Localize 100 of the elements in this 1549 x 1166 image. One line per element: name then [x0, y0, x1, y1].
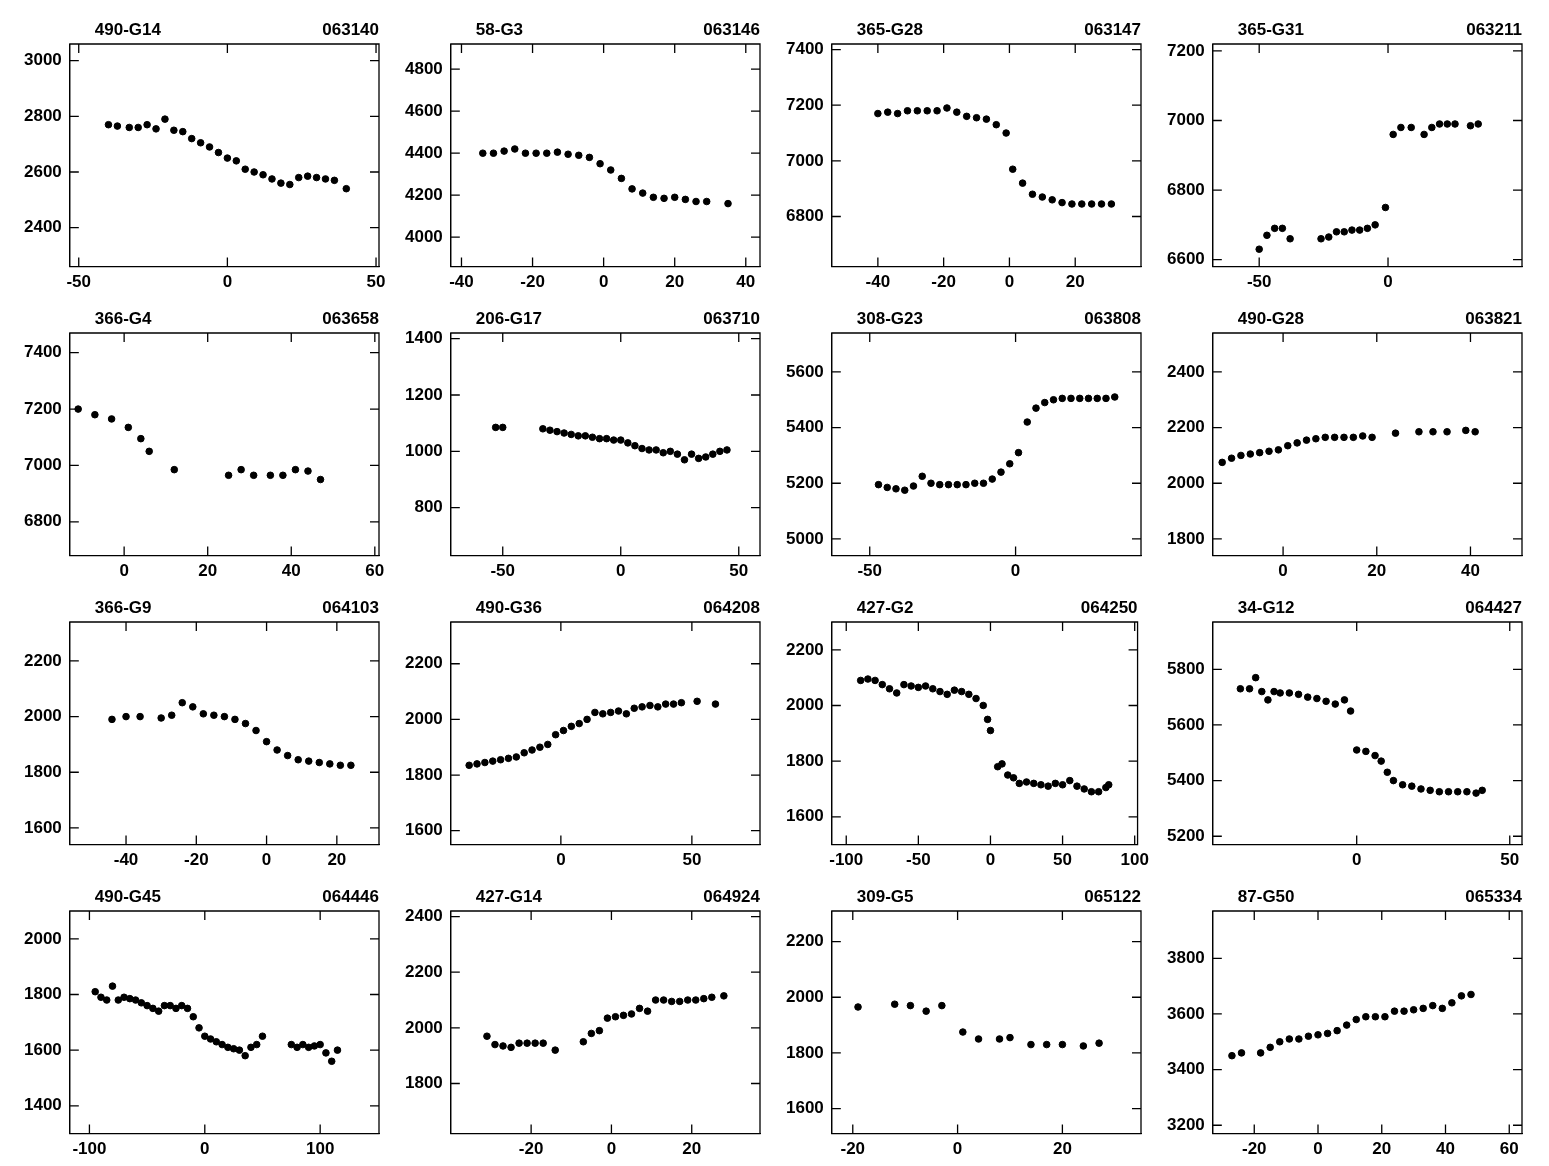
point [1022, 778, 1031, 786]
point [921, 682, 930, 690]
point [74, 405, 82, 413]
point [187, 134, 196, 143]
y-tick-label: 3800 [1166, 947, 1205, 967]
point [512, 753, 521, 761]
point [167, 711, 176, 720]
point [974, 1035, 983, 1043]
x-tick-label: -100 [72, 1139, 107, 1159]
point [953, 480, 962, 489]
point [1381, 1012, 1389, 1021]
point [1285, 689, 1294, 697]
point [659, 448, 668, 457]
x-tick-label: 0 [261, 850, 272, 870]
x-tick-label: 20 [1372, 1139, 1392, 1159]
point [587, 1029, 596, 1038]
x-tick-label: 20 [1052, 1139, 1072, 1159]
point [702, 197, 711, 206]
point [170, 465, 179, 474]
point [235, 1046, 244, 1054]
point [856, 676, 865, 685]
y-tick-label: 2400 [1166, 361, 1205, 381]
point [992, 120, 1001, 129]
point [1067, 394, 1075, 403]
chart-title: 366-G9 [94, 598, 152, 618]
chart-title: 490-G36 [475, 598, 542, 618]
point [252, 726, 260, 735]
point [624, 439, 632, 447]
point [1295, 1035, 1303, 1043]
point [279, 471, 287, 480]
x-tick-label: 0 [222, 272, 233, 292]
point [598, 710, 607, 718]
x-tick-label: 0 [1351, 850, 1362, 870]
y-tick-label: 1600 [23, 817, 62, 837]
point [1352, 1015, 1361, 1024]
point [617, 174, 626, 183]
point [134, 123, 142, 132]
point [694, 454, 703, 463]
point [553, 148, 562, 156]
point [874, 480, 883, 489]
point [183, 1004, 192, 1013]
point [1426, 786, 1434, 795]
point [259, 170, 267, 179]
point [137, 434, 145, 443]
point [1390, 1007, 1399, 1015]
point [551, 1046, 560, 1054]
y-tick-label: 4000 [404, 226, 443, 246]
point [1227, 454, 1236, 463]
point [928, 684, 937, 693]
chart-title: 490-G14 [94, 20, 162, 40]
point [481, 758, 489, 767]
point [965, 690, 973, 699]
y-tick-label: 7400 [23, 342, 62, 362]
point [709, 450, 717, 458]
point [701, 453, 710, 461]
point [250, 168, 258, 176]
point [1107, 200, 1116, 208]
point [1453, 787, 1462, 796]
point [224, 471, 233, 480]
point [543, 740, 552, 749]
point [327, 1057, 336, 1066]
chart-title: 309-G5 [856, 887, 914, 907]
point [157, 714, 165, 722]
y-tick-label: 1800 [23, 984, 62, 1004]
point [661, 700, 670, 708]
y-tick-label: 5200 [785, 472, 824, 492]
point [1002, 129, 1010, 137]
y-tick-label: 1800 [785, 1042, 824, 1062]
point [125, 123, 134, 132]
point [1087, 787, 1096, 796]
point [1419, 1004, 1427, 1013]
point [950, 686, 959, 694]
x-tick-label: 20 [1367, 561, 1387, 581]
point [670, 193, 679, 202]
point [903, 106, 912, 115]
point [1342, 1021, 1351, 1029]
point [231, 715, 239, 724]
point [603, 1014, 612, 1022]
point [914, 683, 923, 692]
point [1303, 693, 1312, 701]
point [1391, 429, 1400, 437]
point [210, 711, 218, 720]
point [1466, 121, 1475, 130]
point [488, 757, 497, 765]
chart-subtitle: 064924 [703, 887, 761, 907]
point [546, 426, 554, 435]
point [237, 465, 245, 474]
chart-title: 366-G4 [94, 309, 153, 329]
point [1084, 394, 1093, 403]
point [1278, 224, 1287, 233]
chart-subtitle: 063211 [1466, 20, 1522, 40]
point [1270, 687, 1278, 696]
point [944, 480, 953, 489]
chart-title: 427-G2 [856, 598, 914, 618]
y-tick-label: 3200 [1166, 1114, 1205, 1134]
point [145, 447, 153, 456]
point [124, 423, 133, 432]
point [1461, 426, 1470, 435]
x-tick-label: 40 [736, 272, 756, 292]
point [232, 157, 241, 165]
